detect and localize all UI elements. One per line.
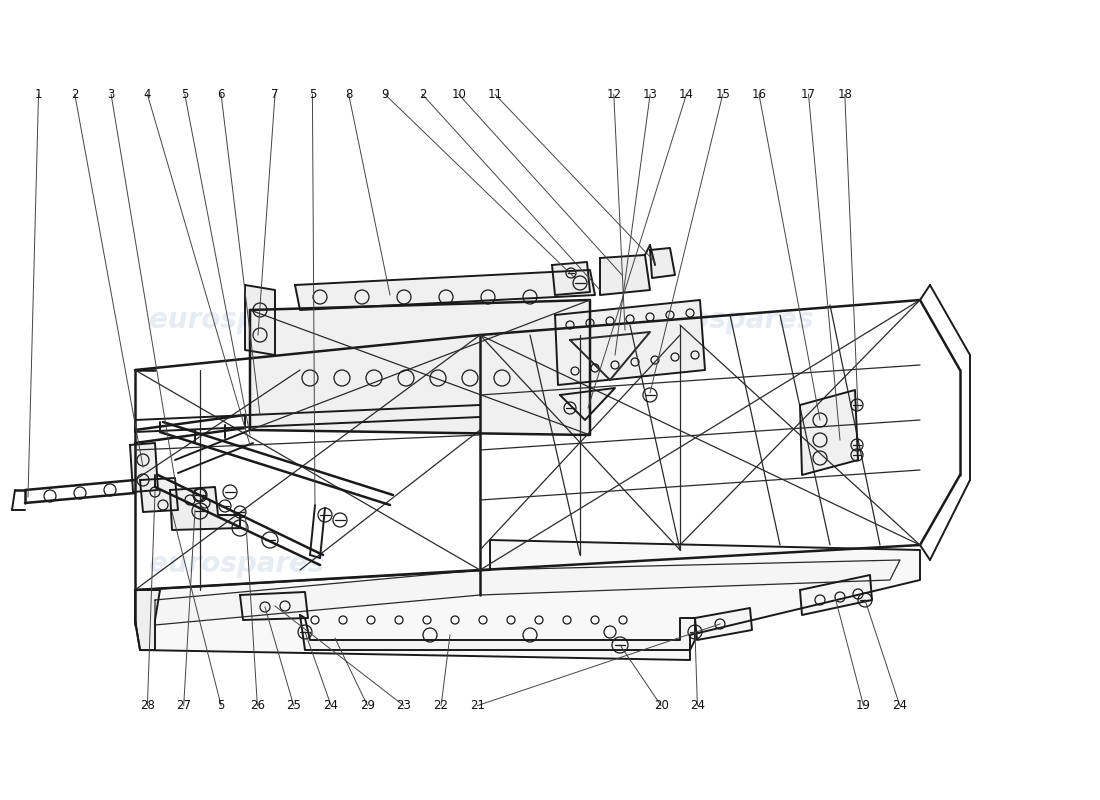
Text: 15: 15 [715,88,730,101]
Text: 28: 28 [140,699,155,712]
Polygon shape [695,608,752,640]
Text: 21: 21 [470,699,485,712]
Polygon shape [130,443,158,492]
Text: 24: 24 [323,699,339,712]
Polygon shape [560,388,615,420]
Text: 11: 11 [487,88,503,101]
Text: 17: 17 [801,88,816,101]
Polygon shape [300,615,695,650]
Polygon shape [170,487,240,530]
Polygon shape [140,478,178,512]
Text: 27: 27 [176,699,191,712]
Text: 4: 4 [144,88,151,101]
Text: 29: 29 [360,699,375,712]
Text: 6: 6 [218,88,224,101]
Polygon shape [250,300,590,435]
Polygon shape [155,560,900,625]
Polygon shape [295,270,595,310]
Text: 2: 2 [72,88,78,101]
Polygon shape [600,255,650,295]
Polygon shape [552,262,590,295]
Polygon shape [240,592,308,620]
Text: 7: 7 [272,88,278,101]
Text: 5: 5 [182,88,188,101]
Text: 20: 20 [653,699,669,712]
Polygon shape [570,332,650,380]
Polygon shape [556,300,705,385]
Text: 24: 24 [690,699,705,712]
Text: 25: 25 [286,699,301,712]
Text: 14: 14 [679,88,694,101]
Polygon shape [135,590,160,650]
Text: 5: 5 [218,699,224,712]
Text: 12: 12 [606,88,621,101]
Text: 2: 2 [419,88,426,101]
Text: 10: 10 [451,88,466,101]
Text: 19: 19 [856,699,871,712]
Polygon shape [135,540,920,660]
Polygon shape [800,390,858,475]
Text: 26: 26 [250,699,265,712]
Text: 1: 1 [35,88,42,101]
Text: 18: 18 [837,88,852,101]
Text: 3: 3 [108,88,114,101]
Polygon shape [650,248,675,278]
Text: 13: 13 [642,88,658,101]
Text: eurospares: eurospares [148,550,324,578]
Polygon shape [245,285,275,355]
Text: eurospares: eurospares [638,306,814,334]
Text: 8: 8 [345,88,352,101]
Text: eurospares: eurospares [638,550,814,578]
Text: 5: 5 [309,88,316,101]
Text: 24: 24 [892,699,907,712]
Text: 9: 9 [382,88,388,101]
Text: 23: 23 [396,699,411,712]
Text: eurospares: eurospares [148,306,324,334]
Text: 16: 16 [751,88,767,101]
Polygon shape [800,575,872,615]
Text: 22: 22 [433,699,449,712]
